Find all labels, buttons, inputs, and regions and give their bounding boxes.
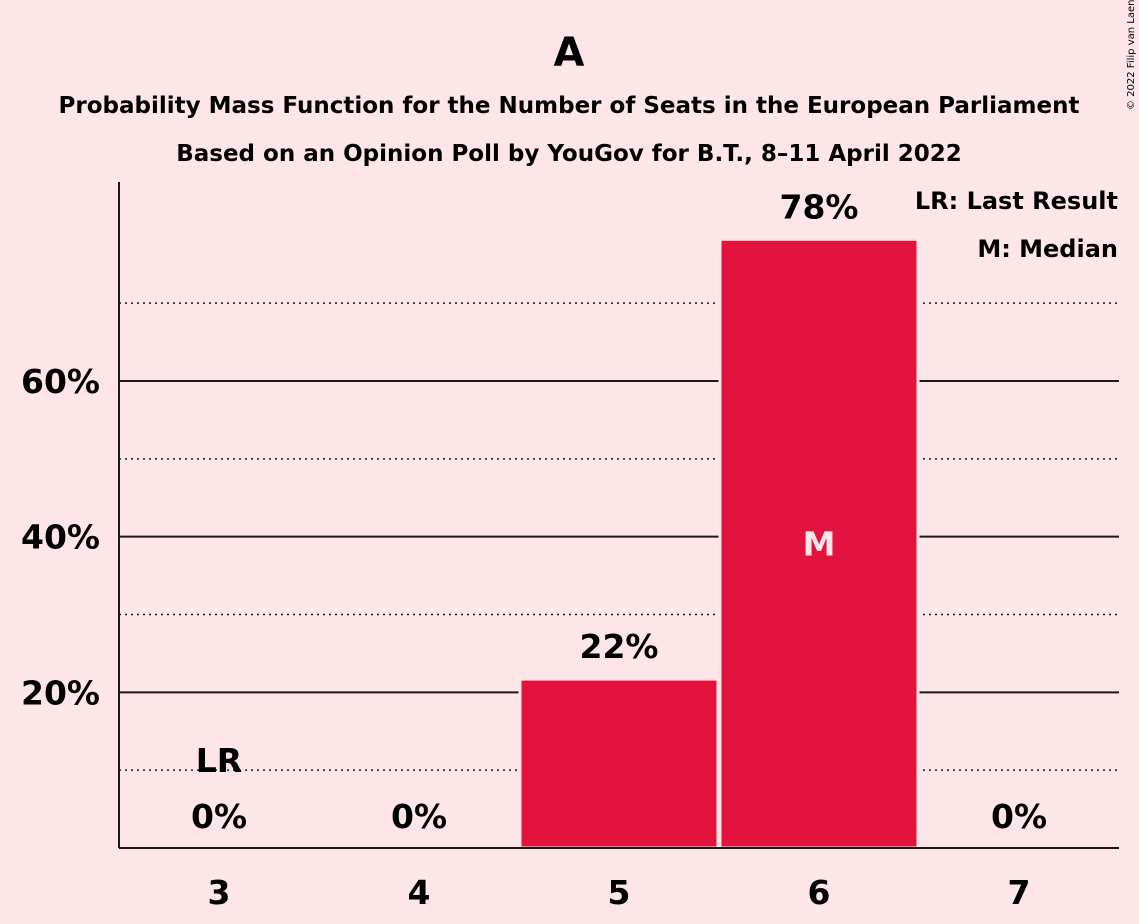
bar-value-label: 0% xyxy=(191,797,247,836)
legend-last-result: LR: Last Result xyxy=(915,187,1118,215)
chart-subtitle: Probability Mass Function for the Number… xyxy=(59,93,1080,119)
y-tick-label: 60% xyxy=(21,362,100,401)
x-tick-label: 6 xyxy=(808,873,831,912)
bar-value-label: 78% xyxy=(780,187,859,226)
bars xyxy=(518,237,920,850)
bar-value-label: 22% xyxy=(580,627,659,666)
bar-value-label: 0% xyxy=(991,797,1047,836)
y-tick-label: 40% xyxy=(21,518,100,557)
chart-title: A xyxy=(554,30,585,76)
axes xyxy=(118,182,1119,849)
bar xyxy=(518,677,720,850)
chart-subtitle-2: Based on an Opinion Poll by YouGov for B… xyxy=(176,141,962,167)
bar-labels: 0% 3 LR 0% 4 22% 5 78% 6 M 0% 7 xyxy=(191,187,1047,912)
median-marker: M xyxy=(803,525,836,564)
bar-value-label: 0% xyxy=(391,797,447,836)
x-tick-label: 7 xyxy=(1008,873,1031,912)
gridlines: 20% 40% 60% xyxy=(21,302,1119,771)
x-tick-label: 4 xyxy=(408,873,431,912)
x-tick-label: 5 xyxy=(608,873,631,912)
y-tick-label: 20% xyxy=(21,673,100,712)
copyright-notice: © 2022 Filip van Laenen xyxy=(1126,0,1137,110)
last-result-marker: LR xyxy=(196,741,242,780)
x-tick-label: 3 xyxy=(208,873,231,912)
legend-median: M: Median xyxy=(977,235,1118,263)
